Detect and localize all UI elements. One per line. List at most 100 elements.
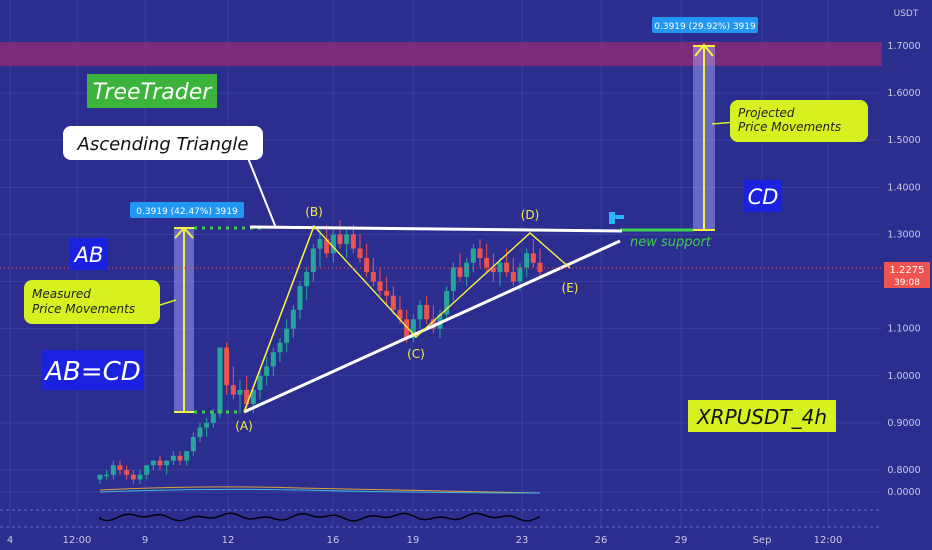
price-tick: 1.5000 [887, 135, 920, 146]
time-tick: 12 [222, 535, 235, 546]
candle-body [117, 465, 123, 470]
drawings-layer [159, 43, 833, 414]
measure-text-ab: 0.3919 (42.47%) 3919 [136, 207, 238, 217]
cd-badge [744, 180, 782, 212]
candle-body [164, 460, 170, 466]
candle-body [330, 234, 336, 254]
labels-layer: TreeTrader Ascending Triangle AB AB=CD CD Mea… [24, 17, 868, 433]
candle-body [344, 234, 350, 244]
candle-body [390, 295, 396, 310]
indicator-pane [0, 486, 882, 528]
pattern-text: Ascending Triangle [77, 134, 249, 155]
price-tick: 0.9000 [887, 418, 920, 429]
candle-body [264, 366, 270, 376]
wave-ab [243, 225, 315, 413]
flag-icon[interactable] [609, 212, 615, 224]
symbol-text: XRPUSDT_4h [696, 405, 827, 429]
currency-label: USDT [894, 9, 919, 19]
candle-body [370, 272, 376, 282]
time-tick: Sep [753, 535, 772, 546]
candle-body [504, 262, 510, 273]
measured-text-1: Measured [32, 287, 91, 301]
candle-body [204, 422, 210, 428]
candle-body [184, 451, 190, 461]
support-trendline [243, 239, 621, 414]
candle-body [290, 309, 296, 329]
measured-callout [24, 280, 160, 324]
candle-body [230, 385, 236, 395]
projected-text-1: Projected [738, 106, 795, 120]
candle-body [270, 352, 276, 367]
time-tick: 9 [142, 535, 148, 546]
abcd-badge [42, 350, 144, 390]
macd-line [99, 486, 541, 494]
signal-line [99, 488, 541, 494]
flag-icon-tail [615, 215, 624, 219]
candle-body [450, 267, 456, 291]
candle-body [97, 474, 103, 480]
candle-body [424, 305, 430, 320]
candle-body [470, 248, 476, 263]
pattern-callout [63, 126, 263, 160]
brand-text: TreeTrader [93, 80, 214, 105]
candle-body [457, 267, 463, 277]
wave-label-c: (C) [407, 347, 425, 361]
candle-body [364, 258, 370, 273]
measure-label-ab [130, 202, 244, 218]
resistance-zone [0, 42, 882, 66]
price-tick: 1.6000 [887, 88, 920, 99]
candle-body [497, 262, 503, 273]
projected-text-2: Price Movements [738, 120, 841, 134]
candle-body [284, 328, 290, 343]
candle-body [137, 474, 143, 480]
time-tick: 4 [7, 535, 13, 546]
price-tick: 0.8000 [887, 465, 920, 476]
candle-body [277, 342, 283, 353]
candle-body [177, 455, 183, 461]
candle-body [337, 234, 343, 244]
candle-body [157, 460, 163, 466]
candle-body [477, 248, 483, 258]
candle-body [144, 465, 150, 475]
candle-body [417, 305, 423, 320]
candle-body [404, 319, 410, 339]
time-tick: 12:00 [63, 535, 92, 546]
candle-body [537, 262, 543, 273]
candle-body [224, 347, 230, 386]
price-tick: 1.0000 [887, 371, 920, 382]
candle-body [124, 470, 130, 475]
candle-body [464, 262, 470, 277]
candle-body [530, 253, 536, 263]
candle-body [317, 239, 323, 249]
wave-label-a: (A) [235, 419, 253, 433]
candle-body [310, 248, 316, 273]
wave-label-b: (B) [305, 205, 323, 219]
candle-body [150, 460, 156, 466]
candle-body [430, 319, 436, 329]
callout-pointer [247, 157, 277, 229]
price-tick: 1.1000 [887, 324, 920, 335]
measured-pointer [159, 299, 177, 306]
candle-body [304, 272, 310, 287]
candle-body [210, 413, 216, 423]
wave-label-e: (E) [562, 281, 579, 295]
symbol-badge [688, 400, 836, 432]
candle-body [217, 347, 223, 414]
time-tick: 29 [675, 535, 688, 546]
candle-body [484, 258, 490, 268]
time-tick: 16 [327, 535, 340, 546]
current-price-tag [884, 262, 930, 288]
price-tick: 1.4000 [887, 182, 920, 193]
projected-callout [730, 100, 868, 142]
candle-body [190, 437, 196, 452]
measured-text-2: Price Movements [32, 302, 135, 316]
current-price-text: 1.2275 [890, 265, 925, 276]
indicator-line [99, 512, 541, 522]
candle-body [250, 389, 256, 405]
countdown-text: 39:08 [894, 278, 920, 288]
candle-body [444, 290, 450, 315]
time-tick: 26 [595, 535, 608, 546]
